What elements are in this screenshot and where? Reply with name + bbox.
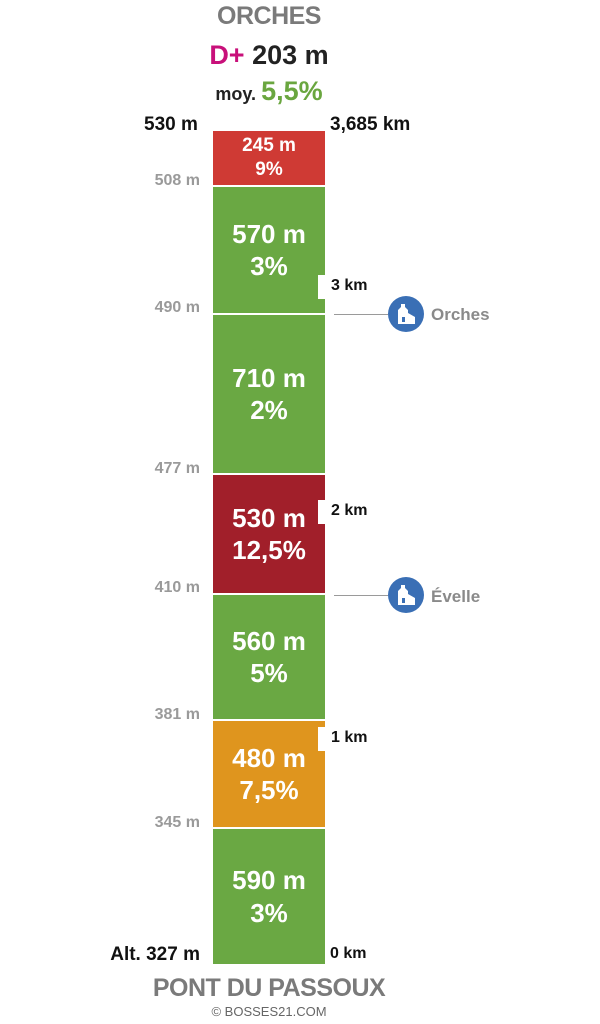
place-label: Orches: [431, 305, 490, 324]
segment-grade: 7,5%: [239, 775, 299, 805]
segment-1: 245 m 9%: [213, 131, 325, 187]
segment-length: 530 m: [232, 502, 306, 533]
altitude-label: 490 m: [154, 299, 200, 316]
km-label: 1 km: [331, 729, 368, 746]
elevation-gain-label: D+: [209, 40, 245, 70]
average-grade-label: moy.: [215, 84, 257, 104]
km-tab: [318, 275, 340, 299]
segment-length: 480 m: [232, 742, 306, 773]
summit-altitude: 530 m: [144, 114, 198, 135]
segment-2: 570 m 3%: [213, 187, 325, 315]
altitude-label: 345 m: [154, 814, 200, 831]
segment-grade: 9%: [255, 159, 283, 180]
segment-grade: 3%: [250, 251, 288, 281]
segment-grade: 5%: [250, 658, 288, 688]
altitude-label: 410 m: [154, 579, 200, 596]
average-grade-value: 5,5%: [261, 76, 323, 106]
segment-3: 710 m 2%: [213, 315, 325, 475]
segment-length: 560 m: [232, 625, 306, 656]
elevation-gain-value: 203 m: [252, 40, 329, 70]
average-grade: moy. 5,5%: [0, 76, 538, 107]
place-leader-line: [334, 595, 388, 596]
segment-length: 245 m: [242, 135, 296, 157]
segment-length: 570 m: [232, 218, 306, 249]
place-label: Évelle: [431, 587, 481, 606]
km-label: 3 km: [331, 277, 368, 294]
segment-grade: 3%: [250, 897, 288, 928]
km-label: 2 km: [331, 502, 368, 519]
segment-4: 530 m 12,5%: [213, 475, 325, 595]
segment-length: 590 m: [232, 865, 306, 895]
copyright: © BOSSES21.COM: [211, 1004, 327, 1019]
segment-length: 710 m: [232, 362, 306, 393]
start-name: PONT DU PASSOUX: [152, 974, 386, 1002]
segment-7: 590 m 3%: [213, 829, 325, 964]
climb-title: ORCHES: [217, 2, 321, 30]
start-altitude: Alt. 327 m: [110, 944, 200, 965]
church-icon: [388, 296, 424, 332]
elevation-gain: D+ 203 m: [0, 40, 538, 71]
altitude-label: 381 m: [154, 706, 200, 723]
altitude-label: 508 m: [154, 172, 200, 189]
segment-6: 480 m 7,5%: [213, 721, 325, 829]
segment-5: 560 m 5%: [213, 595, 325, 721]
church-icon: [388, 577, 424, 613]
km-zero-label: 0 km: [330, 945, 367, 962]
place-leader-line: [334, 314, 388, 315]
km-tab: [318, 500, 340, 524]
total-distance: 3,685 km: [330, 114, 411, 135]
altitude-label: 477 m: [154, 460, 200, 477]
segment-grade: 12,5%: [232, 535, 306, 565]
segment-grade: 2%: [250, 395, 288, 425]
km-tab: [318, 727, 340, 751]
